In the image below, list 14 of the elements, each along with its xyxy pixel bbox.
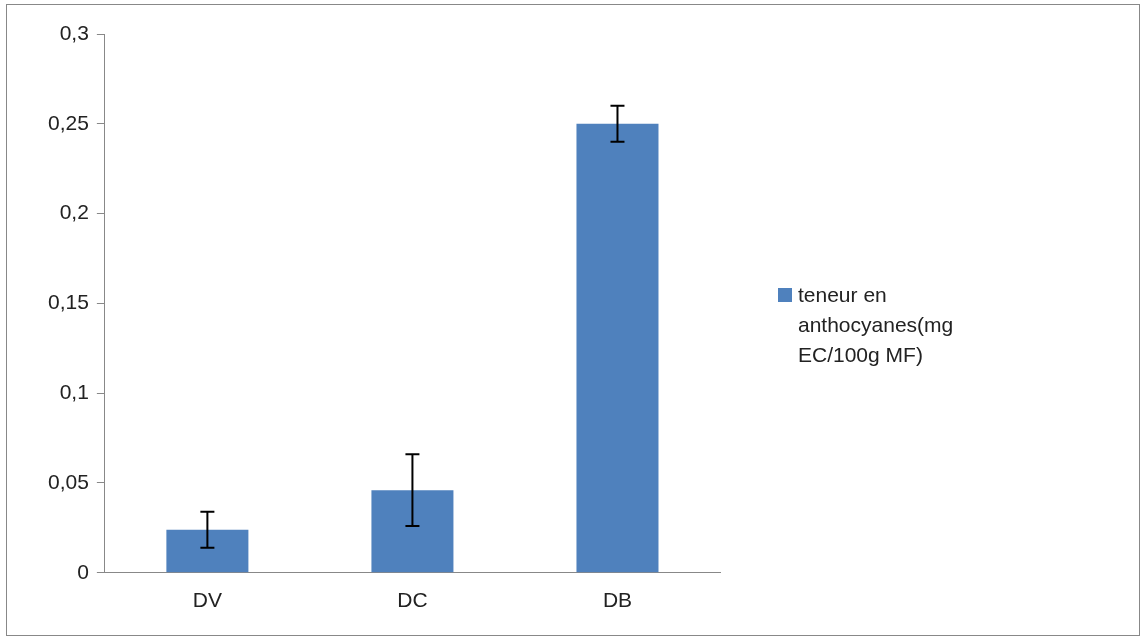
y-tick-label: 0,25 [48, 110, 89, 134]
x-tick-label: DV [192, 588, 222, 612]
x-tick-label: DC [397, 588, 428, 612]
y-tick-label: 0,3 [59, 20, 89, 44]
x-tick-label: DB [602, 588, 633, 612]
y-tick-label: 0 [77, 559, 89, 583]
y-tick-label: 0,2 [59, 200, 89, 224]
y-tick-label: 0,05 [48, 469, 89, 493]
bar [576, 123, 659, 573]
legend-label: teneur en anthocyanes(mg EC/100g MF) [798, 282, 955, 368]
y-tick-label: 0,15 [48, 290, 89, 314]
y-tick-label: 0,1 [59, 380, 89, 403]
bar [166, 529, 249, 573]
bar [371, 490, 454, 573]
